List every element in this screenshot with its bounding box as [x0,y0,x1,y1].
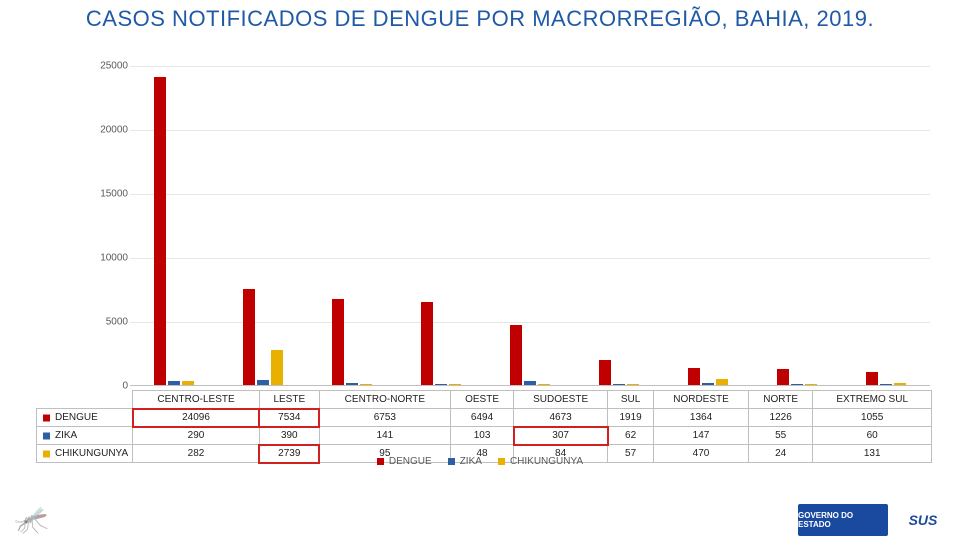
bar-group [486,325,574,385]
legend-swatch-icon [377,458,384,465]
bar-chikungunya [182,381,194,385]
bar-dengue [866,372,878,386]
logo-sus: SUS [898,504,948,536]
cell: 24096 [133,409,260,427]
bar-group [842,372,930,386]
legend-swatch [43,414,50,421]
bar-zika [880,384,892,385]
bar-chikungunya [805,384,817,385]
cell: 62 [608,427,654,445]
legend-item: CHIKUNGUNYA [498,456,583,467]
cell: 103 [451,427,514,445]
footer-logos: GOVERNO DO ESTADO SUS [798,504,948,536]
col-header: SUDOESTE [514,391,608,409]
bar-dengue [243,289,255,385]
bar-zika [257,380,269,385]
col-header: EXTREMO SUL [813,391,932,409]
chart-area: 0500010000150002000025000 [130,66,930,386]
bar-dengue [599,360,611,385]
cell: 147 [654,427,749,445]
cell: 307 [514,427,608,445]
bar-zika [702,383,714,385]
bar-dengue [777,369,789,385]
y-tick: 5000 [92,317,128,328]
page-title: CASOS NOTIFICADOS DE DENGUE POR MACRORRE… [0,0,960,32]
bar-group [575,360,663,385]
cell: 7534 [259,409,319,427]
legend-swatch-icon [498,458,505,465]
bar-chikungunya [894,383,906,385]
bar-chikungunya [449,384,461,385]
bar-zika [435,384,447,385]
legend: DENGUE ZIKA CHIKUNGUNYA [0,456,960,468]
bar-dengue [688,368,700,385]
row-header: DENGUE [37,409,133,427]
y-tick: 25000 [92,61,128,72]
data-table: CENTRO-LESTELESTECENTRO-NORTEOESTESUDOES… [36,390,932,463]
y-axis: 0500010000150002000025000 [92,66,128,386]
col-header: CENTRO-LESTE [133,391,260,409]
cell: 6753 [319,409,450,427]
cell: 1919 [608,409,654,427]
bar-zika [168,381,180,385]
y-tick: 10000 [92,253,128,264]
data-table-wrap: CENTRO-LESTELESTECENTRO-NORTEOESTESUDOES… [36,390,932,463]
logo-governo: GOVERNO DO ESTADO [798,504,888,536]
mosquito-icon: 🦟 [14,503,49,536]
cell: 1226 [748,409,812,427]
bar-dengue [510,325,522,385]
legend-swatch [43,432,50,439]
y-tick: 15000 [92,189,128,200]
cell: 6494 [451,409,514,427]
cell: 55 [748,427,812,445]
col-header: OESTE [451,391,514,409]
bar-group [397,302,485,385]
col-header: SUL [608,391,654,409]
bar-zika [524,381,536,385]
cell: 390 [259,427,319,445]
bar-zika [791,384,803,385]
bar-chikungunya [271,350,283,385]
cell: 60 [813,427,932,445]
col-header: NORDESTE [654,391,749,409]
bar-chikungunya [716,379,728,385]
bar-zika [346,383,358,385]
y-tick: 20000 [92,125,128,136]
col-header: CENTRO-NORTE [319,391,450,409]
bar-group [664,368,752,385]
plot-area [130,66,930,386]
legend-swatch-icon [448,458,455,465]
cell: 1364 [654,409,749,427]
cell: 141 [319,427,450,445]
cell: 290 [133,427,260,445]
cell: 1055 [813,409,932,427]
legend-item: DENGUE [377,456,432,467]
bar-group [753,369,841,385]
bar-group [308,299,396,385]
cell: 4673 [514,409,608,427]
legend-item: ZIKA [448,456,482,467]
bar-chikungunya [538,384,550,385]
bar-chikungunya [360,384,372,385]
col-header: LESTE [259,391,319,409]
bar-group [219,289,307,385]
bar-dengue [332,299,344,385]
bar-chikungunya [627,384,639,385]
bar-zika [613,384,625,385]
bar-group [130,77,218,385]
bar-dengue [154,77,166,385]
bar-dengue [421,302,433,385]
row-header: ZIKA [37,427,133,445]
col-header: NORTE [748,391,812,409]
